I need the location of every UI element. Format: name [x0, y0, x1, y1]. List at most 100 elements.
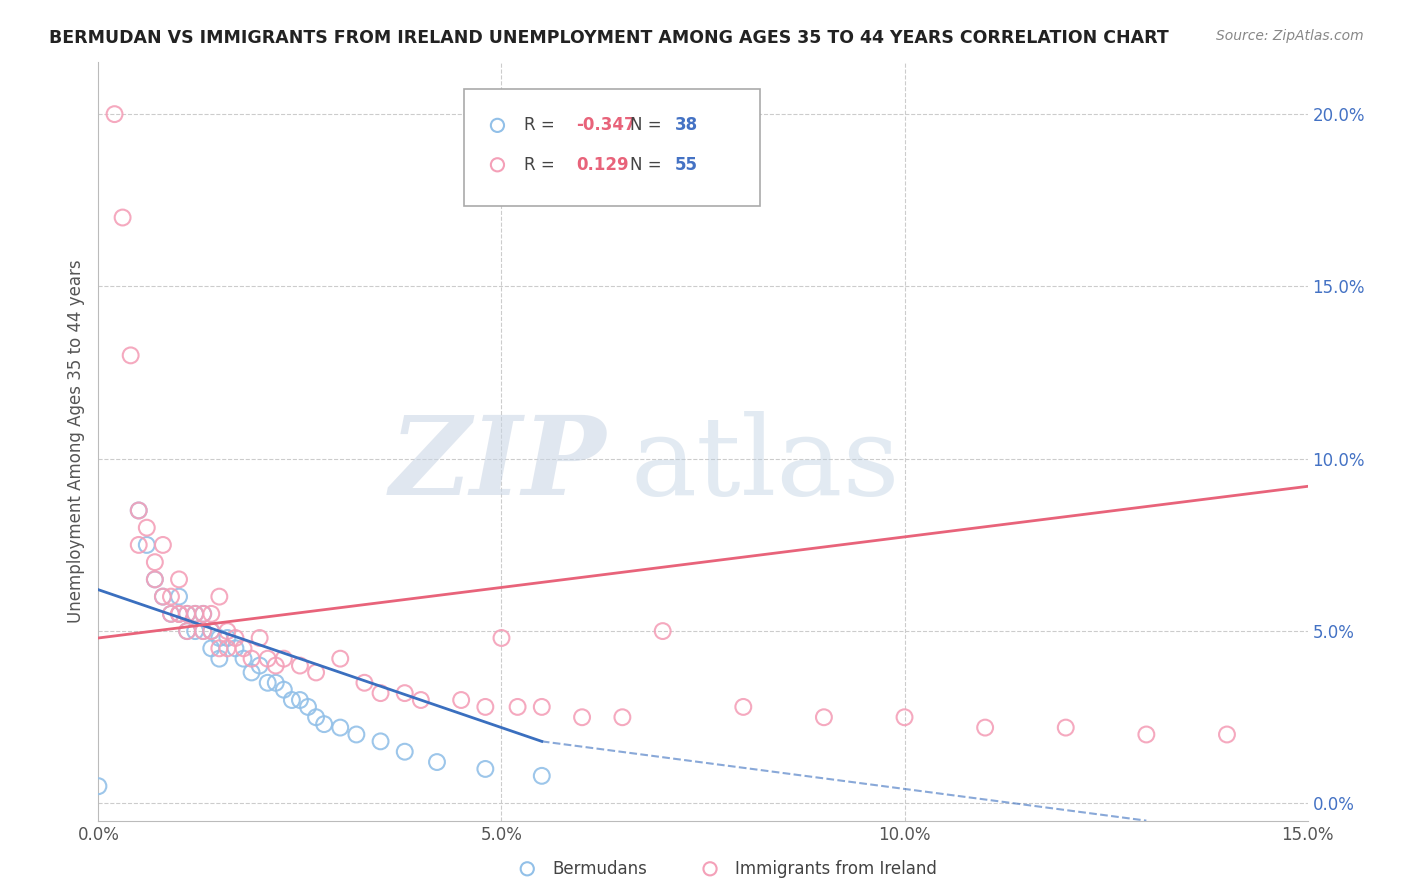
- Point: [176, 624, 198, 639]
- Point: [297, 699, 319, 714]
- Point: [217, 631, 239, 645]
- Point: [651, 624, 673, 639]
- Point: [208, 590, 231, 604]
- Point: [249, 631, 271, 645]
- Point: [193, 624, 215, 639]
- Point: [167, 607, 190, 621]
- Point: [506, 699, 529, 714]
- Point: [103, 107, 125, 121]
- Point: [530, 699, 553, 714]
- Point: [426, 755, 449, 769]
- Point: [143, 573, 166, 587]
- Point: [200, 624, 222, 639]
- Point: [135, 521, 157, 535]
- Point: [314, 717, 336, 731]
- Point: [120, 348, 142, 362]
- Point: [128, 503, 150, 517]
- Text: N =: N =: [630, 156, 668, 174]
- Point: [474, 762, 496, 776]
- Point: [329, 721, 352, 735]
- Point: [344, 727, 367, 741]
- Y-axis label: Unemployment Among Ages 35 to 44 years: Unemployment Among Ages 35 to 44 years: [66, 260, 84, 624]
- Point: [87, 779, 110, 793]
- Point: [240, 651, 263, 665]
- Point: [208, 641, 231, 656]
- Point: [176, 607, 198, 621]
- Point: [184, 607, 207, 621]
- Point: [160, 590, 183, 604]
- Point: [1054, 721, 1077, 735]
- Text: Bermudans: Bermudans: [553, 860, 647, 878]
- Text: 38: 38: [675, 116, 699, 135]
- Point: [305, 665, 328, 680]
- Point: [571, 710, 593, 724]
- Point: [974, 721, 997, 735]
- Point: [232, 651, 254, 665]
- Point: [256, 651, 278, 665]
- Point: [474, 699, 496, 714]
- Point: [152, 590, 174, 604]
- Point: [893, 710, 915, 724]
- Point: [128, 538, 150, 552]
- Text: Source: ZipAtlas.com: Source: ZipAtlas.com: [1216, 29, 1364, 43]
- Text: BERMUDAN VS IMMIGRANTS FROM IRELAND UNEMPLOYMENT AMONG AGES 35 TO 44 YEARS CORRE: BERMUDAN VS IMMIGRANTS FROM IRELAND UNEM…: [49, 29, 1168, 46]
- Point: [167, 607, 190, 621]
- Point: [143, 555, 166, 569]
- Point: [813, 710, 835, 724]
- Point: [281, 693, 304, 707]
- Point: [240, 665, 263, 680]
- Point: [128, 503, 150, 517]
- Point: [370, 734, 392, 748]
- Text: Immigrants from Ireland: Immigrants from Ireland: [735, 860, 938, 878]
- Text: R =: R =: [524, 156, 560, 174]
- Point: [193, 607, 215, 621]
- Point: [184, 624, 207, 639]
- Point: [1135, 727, 1157, 741]
- Point: [273, 682, 295, 697]
- Point: [305, 710, 328, 724]
- Point: [193, 624, 215, 639]
- Point: [111, 211, 134, 225]
- Point: [530, 769, 553, 783]
- Text: 0.129: 0.129: [576, 156, 628, 174]
- Point: [394, 686, 416, 700]
- Point: [193, 607, 215, 621]
- Point: [176, 607, 198, 621]
- Text: R =: R =: [524, 116, 560, 135]
- Point: [167, 573, 190, 587]
- Point: [208, 651, 231, 665]
- Point: [152, 538, 174, 552]
- Point: [160, 607, 183, 621]
- Point: [256, 675, 278, 690]
- Point: [264, 675, 287, 690]
- Point: [143, 573, 166, 587]
- Point: [152, 590, 174, 604]
- Point: [370, 686, 392, 700]
- Point: [288, 693, 311, 707]
- Point: [160, 607, 183, 621]
- Point: [217, 624, 239, 639]
- Point: [176, 624, 198, 639]
- Point: [208, 631, 231, 645]
- Text: N =: N =: [630, 116, 668, 135]
- Point: [612, 710, 634, 724]
- Point: [353, 675, 375, 690]
- Point: [224, 631, 246, 645]
- Point: [232, 641, 254, 656]
- Point: [491, 631, 513, 645]
- Point: [167, 607, 190, 621]
- Point: [273, 651, 295, 665]
- Point: [288, 658, 311, 673]
- Point: [264, 658, 287, 673]
- Point: [135, 538, 157, 552]
- Point: [249, 658, 271, 673]
- Point: [224, 641, 246, 656]
- Point: [1216, 727, 1239, 741]
- FancyBboxPatch shape: [464, 89, 759, 207]
- Point: [409, 693, 432, 707]
- Point: [329, 651, 352, 665]
- Text: -0.347: -0.347: [576, 116, 636, 135]
- Point: [217, 641, 239, 656]
- Point: [167, 590, 190, 604]
- Point: [200, 641, 222, 656]
